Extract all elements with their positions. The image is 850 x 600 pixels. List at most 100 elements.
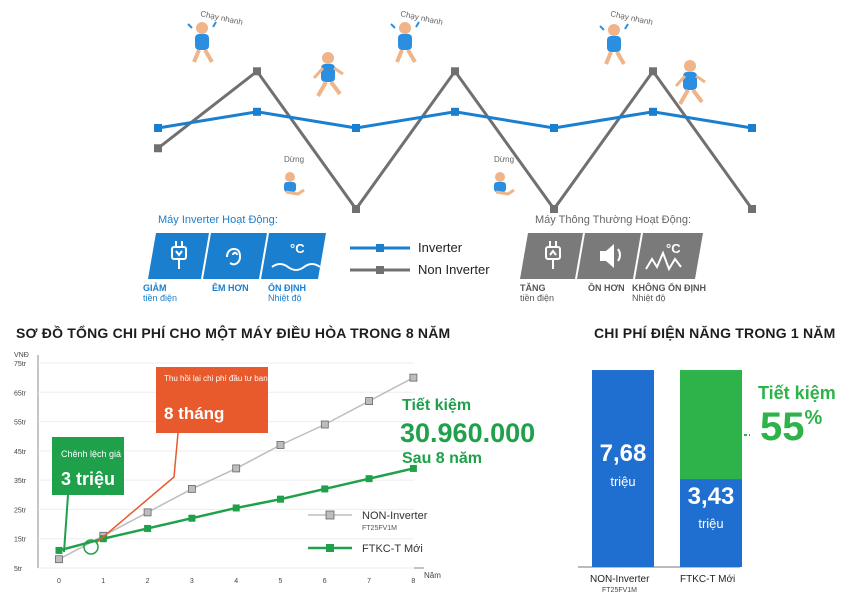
runner-figure — [674, 60, 706, 105]
y-tick-label: 15tr — [14, 537, 27, 544]
legend-ftkc-cost: FTKC-T Mới — [362, 543, 423, 555]
y-tick-label: 75tr — [14, 361, 27, 368]
svg-text:°C: °C — [666, 241, 681, 256]
feature-label: ỒN HƠN — [588, 283, 625, 293]
y-tick-label: 35tr — [14, 478, 27, 485]
inverter-point — [352, 124, 360, 132]
bar-value-ftkc: 3,43 — [687, 483, 735, 510]
saving-after: Sau 8 năm — [402, 450, 482, 467]
y-tick-label: 45tr — [14, 449, 27, 456]
non-inverter-point — [352, 205, 360, 213]
plug-up-icon — [545, 241, 561, 269]
y-tick-label: 5tr — [14, 566, 23, 573]
non-inverter-point — [748, 205, 756, 213]
inverter-point — [748, 124, 756, 132]
ftkc-cost-point — [409, 464, 417, 472]
ftkc-cost-point — [144, 524, 152, 532]
tired-runner-figure — [390, 21, 420, 64]
ftkc-cost-point — [365, 475, 373, 483]
payback-callout — [156, 367, 268, 433]
bar-saving-label: Tiết kiệm — [758, 383, 836, 403]
plug-down-icon — [171, 241, 187, 269]
y-tick-label: 65tr — [14, 390, 27, 397]
ftkc-cost-point — [321, 485, 329, 493]
non-inverter-cost-point — [320, 420, 329, 429]
inverter-point — [253, 107, 261, 116]
tired-runner-figure — [187, 21, 217, 64]
non-inverter-cost-point — [143, 508, 152, 517]
top-legend: Inverter Non Inverter — [350, 240, 490, 277]
tired-runner-figure — [599, 23, 629, 66]
non-inverter-point — [451, 67, 459, 76]
unstable-temp-icon: °C — [645, 241, 682, 272]
bar-ftkc-savings — [680, 370, 742, 480]
feature-label: ÊM HƠN — [212, 283, 249, 293]
inverter-feature-strip: °C — [148, 233, 326, 279]
x-tick-label: 4 — [234, 578, 238, 585]
operation-chart: Chạy nhanh Chạy nhanh Chạy nhanh Dừng Dừ… — [154, 9, 756, 213]
x-axis-label: Năm — [424, 571, 441, 580]
y-tick-label: 55tr — [14, 420, 27, 427]
inverter-point — [649, 107, 657, 116]
run-fast-label: Chạy nhanh — [610, 9, 654, 27]
sitting-figure — [494, 172, 515, 196]
x-tick-label: 1 — [101, 578, 105, 585]
speaker-icon — [600, 244, 621, 268]
non-inverter-point — [649, 67, 657, 76]
bar-saving-percent: 55% — [760, 405, 823, 449]
bar-ftkc — [680, 479, 742, 567]
stop-label: Dừng — [494, 155, 514, 164]
x-tick-label: 8 — [411, 578, 415, 585]
stable-temp-icon: °C — [271, 241, 321, 271]
ftkc-cost-point — [99, 535, 107, 543]
inverter-panel-title: Máy Inverter Hoạt Động: — [158, 214, 278, 226]
bar-unit: triệu — [698, 516, 724, 531]
non-inverter-point — [253, 67, 261, 76]
feature-label: GIẢM tiền điện — [143, 283, 178, 303]
normal-panel-title: Máy Thông Thường Hoạt Động: — [535, 214, 692, 226]
bar-category-sub: FT25FV1M — [602, 587, 637, 594]
saving-label: Tiết kiệm — [402, 397, 471, 414]
x-tick-label: 0 — [57, 578, 61, 585]
inverter-point — [550, 124, 558, 132]
bar-unit: triệu — [610, 474, 636, 489]
bar-value-non-inverter: 7,68 — [599, 440, 647, 467]
non-inverter-cost-point — [232, 464, 241, 473]
x-tick-label: 3 — [190, 578, 194, 585]
inverter-point — [154, 124, 162, 132]
x-tick-label: 6 — [323, 578, 327, 585]
cost-chart-title: SƠ ĐỒ TỔNG CHI PHÍ CHO MỘT MÁY ĐIỀU HÒA … — [16, 325, 451, 341]
non-inverter-cost-point — [187, 485, 196, 493]
cost-line-chart: VNĐ Năm 5tr 15tr 25tr 35tr 45tr 55tr 65tr 75tr 0 1 2… — [14, 352, 535, 585]
x-tick-label: 7 — [367, 578, 371, 585]
non-inverter-cost-point — [276, 441, 285, 449]
feature-label: KHÔNG ỔN ĐỊNH Nhiệt độ — [632, 283, 706, 303]
svg-text:°C: °C — [290, 241, 305, 256]
price-diff-label: Chênh lệch giá mua — [61, 449, 141, 459]
price-diff-callout — [52, 437, 124, 495]
stop-label: Dừng — [284, 155, 304, 164]
non-inverter-point — [550, 205, 558, 213]
non-inverter-point — [154, 144, 162, 153]
y-axis-label: VNĐ — [14, 352, 29, 359]
price-diff-value: 3 triệu — [61, 469, 115, 489]
bar-category-label: NON-Inverter — [590, 574, 650, 585]
ftkc-cost-point — [232, 504, 240, 512]
ear-icon — [226, 247, 242, 266]
legend-non-inverter: Non Inverter — [418, 262, 490, 277]
non-inverter-cost-point — [365, 397, 374, 405]
non-inverter-line — [157, 68, 754, 212]
runner-figure — [312, 52, 344, 97]
non-inverter-cost-point — [409, 373, 418, 382]
ftkc-cost-point — [277, 495, 284, 503]
x-tick-label: 2 — [146, 578, 150, 585]
energy-chart-title: CHI PHÍ ĐIỆN NĂNG TRONG 1 NĂM — [594, 325, 836, 341]
energy-bar-chart: NON-Inverter FT25FV1M FTKC-T Mới — [578, 370, 750, 594]
feature-label: ỔN ĐỊNH Nhiệt độ — [268, 283, 306, 303]
payback-value: 8 tháng — [164, 404, 224, 423]
legend-non-inverter-cost: NON-Inverter — [362, 510, 428, 522]
saving-value: 30.960.000 — [400, 418, 535, 448]
legend-inverter: Inverter — [418, 240, 463, 255]
legend-non-inverter-model: FT25FV1M — [362, 525, 397, 532]
x-tick-label: 5 — [279, 578, 283, 585]
